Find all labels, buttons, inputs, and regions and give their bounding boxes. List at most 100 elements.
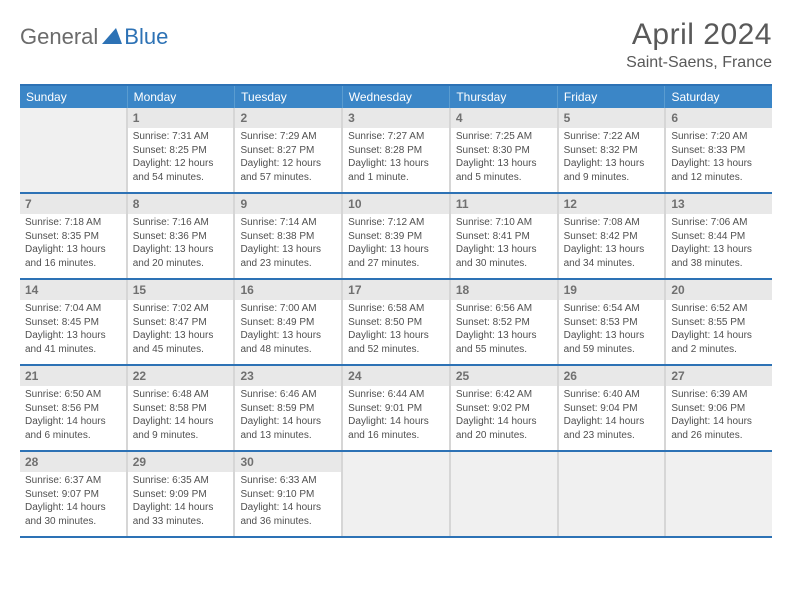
sunset-line: Sunset: 8:53 PM (564, 316, 660, 330)
cell-day: 29Sunrise: 6:35 AMSunset: 9:09 PMDayligh… (128, 452, 236, 536)
day-number: 23 (235, 366, 341, 386)
dow-monday: Monday (128, 86, 236, 108)
daylight-line-1: Daylight: 13 hours (25, 243, 121, 257)
cell-blank (451, 452, 559, 536)
day-number: 30 (235, 452, 341, 472)
cell-day: 3Sunrise: 7:27 AMSunset: 8:28 PMDaylight… (343, 108, 451, 192)
sunset-line: Sunset: 8:44 PM (671, 230, 767, 244)
day-number: 16 (235, 280, 341, 300)
daylight-line-2: and 41 minutes. (25, 343, 121, 357)
sunrise-line: Sunrise: 7:22 AM (564, 130, 660, 144)
sunrise-line: Sunrise: 7:02 AM (133, 302, 229, 316)
cell-day: 26Sunrise: 6:40 AMSunset: 9:04 PMDayligh… (559, 366, 667, 450)
sunrise-line: Sunrise: 6:40 AM (564, 388, 660, 402)
sunset-line: Sunset: 8:52 PM (456, 316, 552, 330)
daylight-line-2: and 27 minutes. (348, 257, 444, 271)
sunset-line: Sunset: 8:42 PM (564, 230, 660, 244)
cell-day: 22Sunrise: 6:48 AMSunset: 8:58 PMDayligh… (128, 366, 236, 450)
cell-day: 7Sunrise: 7:18 AMSunset: 8:35 PMDaylight… (20, 194, 128, 278)
daylight-line-2: and 6 minutes. (25, 429, 121, 443)
sunset-line: Sunset: 9:06 PM (671, 402, 767, 416)
sunset-line: Sunset: 8:58 PM (133, 402, 229, 416)
daylight-line-2: and 38 minutes. (671, 257, 767, 271)
day-number: 24 (343, 366, 449, 386)
day-number: 3 (343, 108, 449, 128)
daylight-line-1: Daylight: 14 hours (133, 501, 229, 515)
daylight-line-2: and 52 minutes. (348, 343, 444, 357)
day-number: 29 (128, 452, 234, 472)
day-number: 25 (451, 366, 557, 386)
daylight-line-1: Daylight: 13 hours (348, 329, 444, 343)
day-number: 15 (128, 280, 234, 300)
sunrise-line: Sunrise: 7:00 AM (240, 302, 336, 316)
daylight-line-1: Daylight: 14 hours (671, 329, 767, 343)
day-number: 21 (20, 366, 126, 386)
day-number: 4 (451, 108, 557, 128)
daylight-line-2: and 36 minutes. (240, 515, 336, 529)
week-row: 7Sunrise: 7:18 AMSunset: 8:35 PMDaylight… (20, 194, 772, 280)
sunrise-line: Sunrise: 7:31 AM (133, 130, 229, 144)
daylight-line-2: and 23 minutes. (564, 429, 660, 443)
day-number: 12 (559, 194, 665, 214)
daylight-line-1: Daylight: 13 hours (671, 243, 767, 257)
cell-day: 16Sunrise: 7:00 AMSunset: 8:49 PMDayligh… (235, 280, 343, 364)
cell-day: 25 Sunrise: 6:42 AMSunset: 9:02 PMDayligh… (451, 366, 559, 450)
cell-day: 2Sunrise: 7:29 AMSunset: 8:27 PMDaylight… (235, 108, 343, 192)
cell-blank (559, 452, 667, 536)
sunrise-line: Sunrise: 6:42 AM (456, 388, 552, 402)
sunset-line: Sunset: 8:36 PM (133, 230, 229, 244)
cell-day: 14Sunrise: 7:04 AMSunset: 8:45 PMDayligh… (20, 280, 128, 364)
daylight-line-2: and 30 minutes. (456, 257, 552, 271)
cell-day: 15Sunrise: 7:02 AMSunset: 8:47 PMDayligh… (128, 280, 236, 364)
day-number: 18 (451, 280, 557, 300)
sunrise-line: Sunrise: 7:08 AM (564, 216, 660, 230)
daylight-line-1: Daylight: 13 hours (348, 157, 444, 171)
cell-blank (343, 452, 451, 536)
cell-day: 6Sunrise: 7:20 AMSunset: 8:33 PMDaylight… (666, 108, 772, 192)
sunrise-line: Sunrise: 6:39 AM (671, 388, 767, 402)
day-number: 1 (128, 108, 234, 128)
daylight-line-1: Daylight: 13 hours (564, 243, 660, 257)
dow-tuesday: Tuesday (235, 86, 343, 108)
daylight-line-2: and 13 minutes. (240, 429, 336, 443)
daylight-line-2: and 59 minutes. (564, 343, 660, 357)
day-number: 9 (235, 194, 341, 214)
sunset-line: Sunset: 8:49 PM (240, 316, 336, 330)
cell-day: 20Sunrise: 6:52 AMSunset: 8:55 PMDayligh… (666, 280, 772, 364)
daylight-line-2: and 34 minutes. (564, 257, 660, 271)
day-number: 6 (666, 108, 772, 128)
day-number: 20 (666, 280, 772, 300)
cell-day: 11Sunrise: 7:10 AMSunset: 8:41 PMDayligh… (451, 194, 559, 278)
sunset-line: Sunset: 8:56 PM (25, 402, 121, 416)
day-number: 5 (559, 108, 665, 128)
sunset-line: Sunset: 8:55 PM (671, 316, 767, 330)
sunset-line: Sunset: 9:02 PM (456, 402, 552, 416)
location: Saint-Saens, France (626, 54, 772, 72)
sunrise-line: Sunrise: 6:50 AM (25, 388, 121, 402)
daylight-line-1: Daylight: 13 hours (456, 329, 552, 343)
daylight-line-1: Daylight: 14 hours (348, 415, 444, 429)
daylight-line-1: Daylight: 13 hours (671, 157, 767, 171)
daylight-line-1: Daylight: 14 hours (456, 415, 552, 429)
sunrise-line: Sunrise: 6:35 AM (133, 474, 229, 488)
sunset-line: Sunset: 8:32 PM (564, 144, 660, 158)
sunset-line: Sunset: 8:38 PM (240, 230, 336, 244)
cell-day: 8Sunrise: 7:16 AMSunset: 8:36 PMDaylight… (128, 194, 236, 278)
daylight-line-1: Daylight: 13 hours (240, 243, 336, 257)
daylight-line-1: Daylight: 14 hours (240, 415, 336, 429)
daylight-line-2: and 2 minutes. (671, 343, 767, 357)
dow-row: SundayMondayTuesdayWednesdayThursdayFrid… (20, 86, 772, 108)
day-number (559, 452, 665, 472)
day-number: 17 (343, 280, 449, 300)
daylight-line-2: and 1 minute. (348, 171, 444, 185)
cell-blank (20, 108, 128, 192)
day-number: 13 (666, 194, 772, 214)
daylight-line-2: and 9 minutes. (564, 171, 660, 185)
sunset-line: Sunset: 9:07 PM (25, 488, 121, 502)
cell-day: 9Sunrise: 7:14 AMSunset: 8:38 PMDaylight… (235, 194, 343, 278)
daylight-line-2: and 16 minutes. (348, 429, 444, 443)
day-number: 28 (20, 452, 126, 472)
day-number: 7 (20, 194, 126, 214)
sunset-line: Sunset: 8:28 PM (348, 144, 444, 158)
daylight-line-1: Daylight: 12 hours (240, 157, 336, 171)
